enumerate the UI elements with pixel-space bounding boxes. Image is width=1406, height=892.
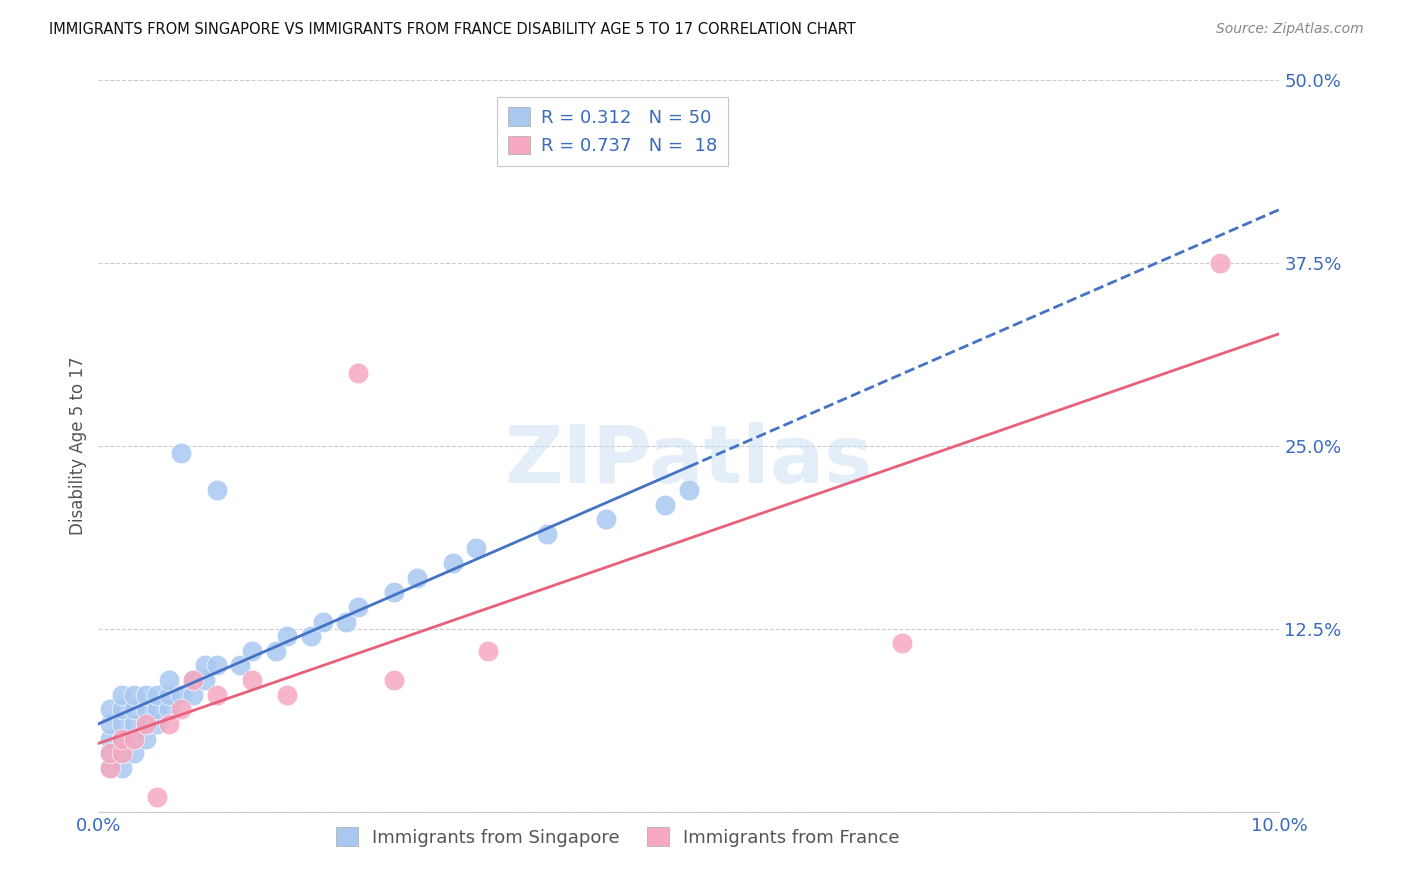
Point xyxy=(654,498,676,512)
Point xyxy=(98,702,121,716)
Point xyxy=(146,790,169,805)
Point xyxy=(135,731,157,746)
Point xyxy=(157,717,180,731)
Point xyxy=(111,731,134,746)
Point xyxy=(465,541,488,556)
Point xyxy=(181,673,204,687)
Point xyxy=(194,658,217,673)
Point xyxy=(382,673,405,687)
Point xyxy=(170,446,193,460)
Point xyxy=(111,702,134,716)
Point xyxy=(146,702,169,716)
Point xyxy=(347,366,370,380)
Point xyxy=(335,615,357,629)
Point xyxy=(111,731,134,746)
Legend: Immigrants from Singapore, Immigrants from France: Immigrants from Singapore, Immigrants fr… xyxy=(329,820,907,854)
Text: Source: ZipAtlas.com: Source: ZipAtlas.com xyxy=(1216,22,1364,37)
Point xyxy=(157,673,180,687)
Point xyxy=(98,731,121,746)
Point xyxy=(406,571,429,585)
Point xyxy=(157,688,180,702)
Point xyxy=(347,599,370,614)
Point xyxy=(477,644,499,658)
Point xyxy=(276,688,298,702)
Point xyxy=(122,731,145,746)
Point xyxy=(205,483,228,497)
Point xyxy=(595,512,617,526)
Point xyxy=(135,717,157,731)
Point xyxy=(98,761,121,775)
Point xyxy=(111,688,134,702)
Point xyxy=(98,746,121,760)
Point xyxy=(111,746,134,760)
Point xyxy=(194,673,217,687)
Point xyxy=(678,483,700,497)
Point xyxy=(157,702,180,716)
Point xyxy=(205,658,228,673)
Point xyxy=(122,731,145,746)
Text: IMMIGRANTS FROM SINGAPORE VS IMMIGRANTS FROM FRANCE DISABILITY AGE 5 TO 17 CORRE: IMMIGRANTS FROM SINGAPORE VS IMMIGRANTS … xyxy=(49,22,856,37)
Point xyxy=(122,717,145,731)
Point xyxy=(122,688,145,702)
Point xyxy=(111,761,134,775)
Point xyxy=(122,702,145,716)
Point xyxy=(98,761,121,775)
Point xyxy=(890,636,912,650)
Point xyxy=(536,526,558,541)
Point xyxy=(170,702,193,716)
Point xyxy=(229,658,252,673)
Point xyxy=(441,556,464,570)
Point xyxy=(240,673,263,687)
Point xyxy=(299,629,322,643)
Point xyxy=(181,688,204,702)
Point xyxy=(98,746,121,760)
Point xyxy=(135,717,157,731)
Point xyxy=(135,702,157,716)
Point xyxy=(111,746,134,760)
Point xyxy=(170,688,193,702)
Point xyxy=(205,688,228,702)
Point xyxy=(111,717,134,731)
Point xyxy=(312,615,335,629)
Point xyxy=(146,717,169,731)
Point xyxy=(98,717,121,731)
Point xyxy=(264,644,287,658)
Point xyxy=(181,673,204,687)
Point xyxy=(135,688,157,702)
Point xyxy=(276,629,298,643)
Text: ZIPatlas: ZIPatlas xyxy=(505,422,873,500)
Point xyxy=(382,585,405,599)
Point xyxy=(240,644,263,658)
Point xyxy=(1209,256,1232,270)
Y-axis label: Disability Age 5 to 17: Disability Age 5 to 17 xyxy=(69,357,87,535)
Point xyxy=(146,688,169,702)
Point xyxy=(122,746,145,760)
